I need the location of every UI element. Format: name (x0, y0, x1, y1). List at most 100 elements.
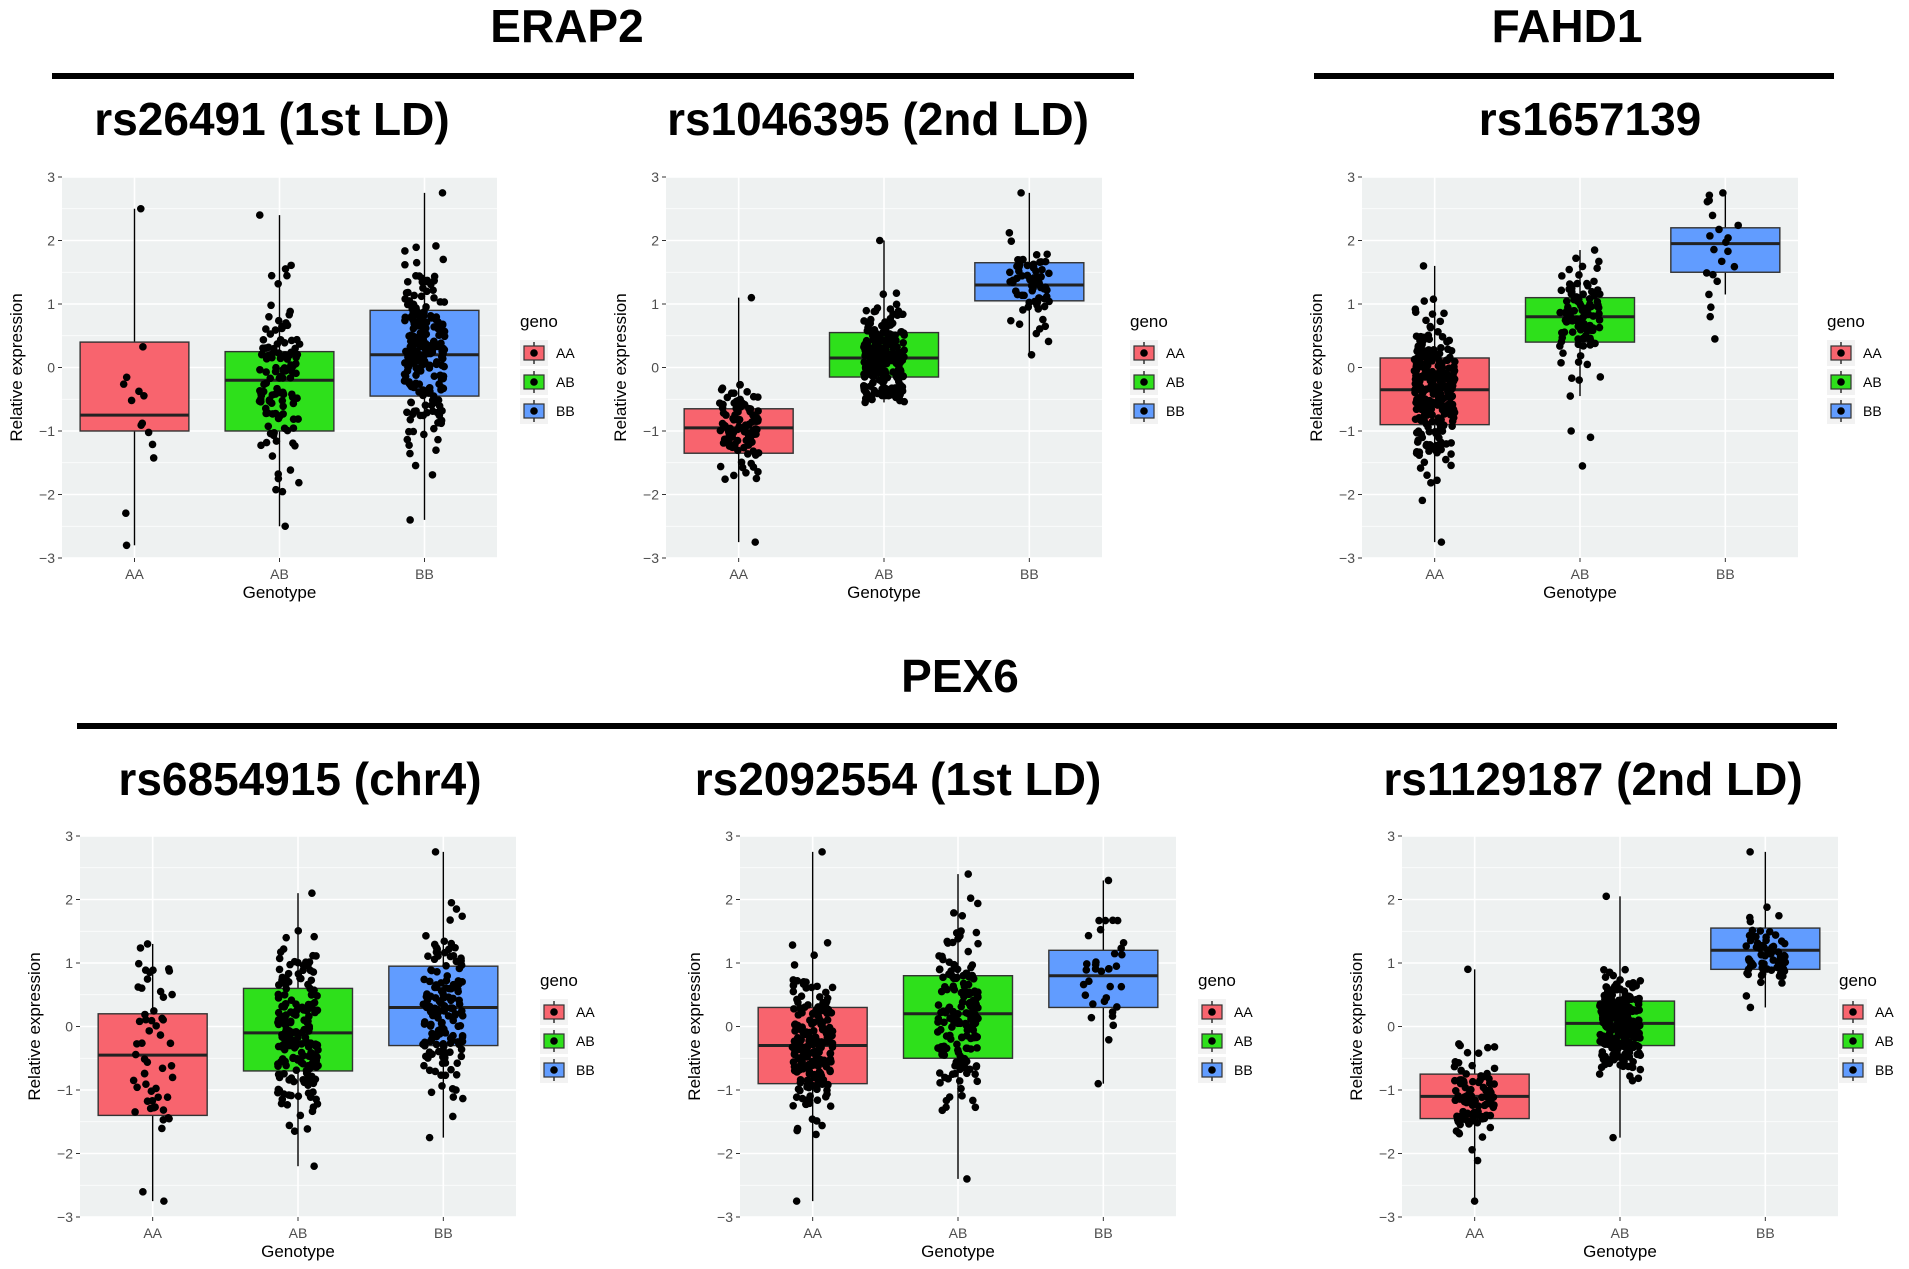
data-point (1606, 996, 1615, 1005)
data-point (1041, 257, 1050, 266)
panel-title: rs1657139 (1479, 93, 1702, 145)
data-point (430, 294, 438, 302)
data-point (1744, 970, 1752, 979)
data-point (1557, 286, 1566, 295)
data-point (1443, 370, 1452, 379)
data-point (1612, 1050, 1621, 1058)
data-point (1440, 309, 1448, 318)
data-point (299, 1075, 307, 1084)
data-point (1574, 358, 1583, 366)
data-point (1774, 958, 1782, 966)
data-point (1447, 450, 1455, 458)
data-point (448, 1032, 457, 1041)
data-point (415, 380, 424, 388)
data-point (718, 384, 727, 393)
data-point (1412, 376, 1421, 385)
data-point (749, 392, 758, 401)
data-point (1459, 1115, 1468, 1123)
data-point (818, 1121, 826, 1130)
data-point (878, 391, 886, 400)
data-point (406, 313, 415, 322)
data-point (294, 1056, 302, 1064)
legend-point (1837, 349, 1845, 357)
data-point (168, 1073, 177, 1082)
data-point (283, 271, 291, 280)
data-point (1745, 913, 1754, 922)
data-point (425, 1066, 434, 1075)
data-point (403, 435, 412, 444)
data-point (1600, 991, 1609, 1000)
y-tick-label: 1 (65, 955, 73, 971)
data-point (1598, 1051, 1606, 1059)
data-point (420, 975, 428, 984)
data-point (1082, 960, 1091, 968)
data-point (798, 1023, 807, 1032)
x-tick-label: BB (1020, 566, 1039, 582)
legend-label: AB (556, 374, 575, 390)
jitter-points (1742, 848, 1790, 1012)
data-point (428, 407, 437, 415)
data-point (447, 996, 455, 1005)
data-point (1742, 942, 1751, 950)
data-point (1029, 262, 1038, 271)
data-point (1079, 980, 1088, 989)
data-point (311, 1008, 319, 1017)
data-point (144, 428, 153, 437)
data-point (276, 412, 284, 420)
data-point (966, 973, 974, 981)
x-tick-label: BB (1716, 566, 1735, 582)
data-point (1719, 189, 1727, 197)
data-point (431, 848, 440, 856)
data-point (158, 1064, 167, 1073)
data-point (1428, 367, 1437, 376)
data-point (747, 293, 756, 302)
data-point (869, 379, 877, 387)
data-point (826, 1066, 834, 1075)
data-point (1490, 1064, 1499, 1073)
data-point (1763, 903, 1771, 911)
legend-label: AB (1166, 374, 1185, 390)
x-axis-label: Genotype (261, 1242, 335, 1261)
data-point (291, 344, 299, 353)
data-point (457, 1052, 466, 1061)
y-axis-label: Relative expression (1307, 293, 1326, 441)
data-point (275, 965, 284, 974)
data-point (1442, 383, 1450, 391)
data-point (971, 1019, 980, 1027)
data-point (280, 1090, 288, 1098)
data-point (950, 961, 959, 970)
data-point (1456, 1041, 1465, 1050)
data-point (951, 1069, 959, 1078)
data-point (1119, 938, 1128, 947)
data-point (434, 418, 442, 427)
data-point (971, 1070, 979, 1079)
data-point (944, 1075, 952, 1083)
data-point (1595, 309, 1603, 318)
data-point (448, 1085, 457, 1093)
data-point (1041, 283, 1050, 291)
y-tick-label: 0 (65, 1019, 73, 1035)
data-point (1449, 377, 1458, 385)
data-point (1447, 461, 1455, 470)
y-tick-label: 1 (651, 296, 659, 312)
data-point (1634, 1042, 1643, 1051)
data-point (1565, 280, 1574, 288)
data-point (1616, 1061, 1624, 1069)
data-point (262, 355, 271, 363)
data-point (1595, 1070, 1604, 1078)
data-point (1104, 876, 1113, 885)
data-point (814, 1062, 822, 1070)
data-point (1468, 1146, 1476, 1154)
data-point (131, 1050, 140, 1059)
data-point (812, 1130, 820, 1139)
data-point (458, 912, 466, 921)
data-point (141, 966, 150, 974)
data-point (966, 894, 975, 902)
data-point (889, 310, 897, 318)
y-tick-label: 2 (1387, 892, 1395, 908)
y-tick-label: 0 (725, 1019, 733, 1035)
data-point (716, 462, 725, 471)
data-point (1473, 1118, 1482, 1127)
x-axis-label: Genotype (847, 583, 921, 602)
legend-key (1198, 999, 1226, 1025)
